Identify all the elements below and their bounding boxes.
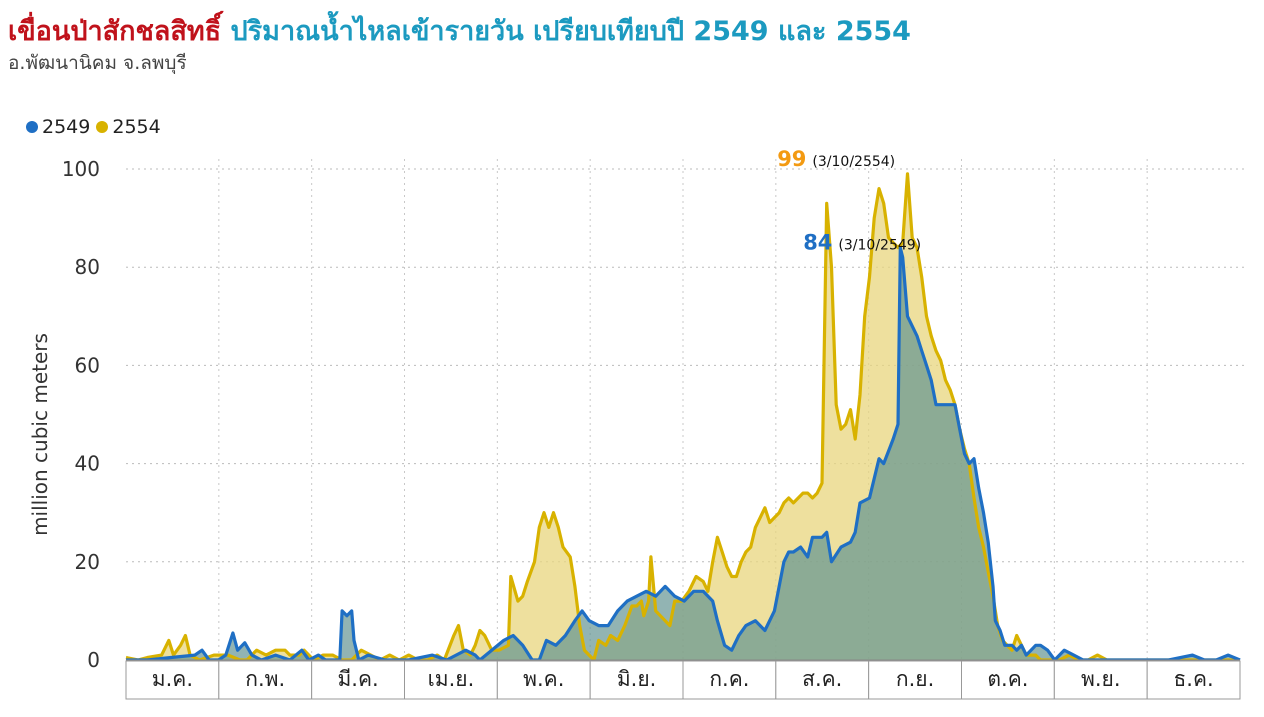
month-cell-10 xyxy=(961,660,1055,700)
chart-title: เขื่อนป่าสักชลสิทธิ์ ปริมาณน้ำไหลเข้าราย… xyxy=(8,14,911,50)
area-2549-tint xyxy=(126,247,1240,660)
chart-subtitle: อ.พัฒนานิคม จ.ลพบุรี xyxy=(8,52,187,74)
y-axis-label: million cubic meters xyxy=(28,333,52,536)
month-label-3: มี.ค. xyxy=(337,667,378,691)
legend-item-2549: 2549 xyxy=(26,116,90,138)
month-cell-11 xyxy=(1053,660,1148,700)
title-dam-name: เขื่อนป่าสักชลสิทธิ์ xyxy=(8,16,222,47)
chart-legend: 2549 2554 xyxy=(26,116,167,138)
y-tick-label-60: 60 xyxy=(75,353,100,377)
month-label-7: ก.ค. xyxy=(709,667,749,691)
month-label-10: ต.ค. xyxy=(987,667,1028,691)
legend-swatch-2554 xyxy=(96,121,109,133)
peak-date-2549: (3/10/2549) xyxy=(838,238,921,254)
peak-annotation-2554: 99 (3/10/2554) xyxy=(777,147,895,171)
line-2554 xyxy=(125,172,1240,662)
y-tick-label-80: 80 xyxy=(75,255,100,279)
y-tick-label-0: 0 xyxy=(87,648,100,672)
line-2549 xyxy=(126,246,1241,662)
title-description: ปริมาณน้ำไหลเข้ารายวัน เปรียบเทียบปี 254… xyxy=(230,16,911,47)
month-cell-1 xyxy=(125,660,220,700)
month-cell-7 xyxy=(682,660,777,700)
peak-annotation-2549: 84 (3/10/2549) xyxy=(803,231,921,255)
area-2549 xyxy=(126,247,1240,660)
month-label-8: ส.ค. xyxy=(802,667,842,691)
axes: 0 20 40 60 80 100 million cubic meters ม.ค. ก.พ.… xyxy=(28,157,1241,700)
y-tick-label-20: 20 xyxy=(75,550,100,574)
peak-annotations: 99 (3/10/2554) 84 (3/10/2549) xyxy=(777,147,921,255)
month-cell-6 xyxy=(589,660,684,700)
legend-item-2554: 2554 xyxy=(96,116,161,138)
month-cell-4 xyxy=(404,660,498,700)
series-areas xyxy=(126,173,1240,660)
month-label-2: ก.พ. xyxy=(245,667,285,691)
peak-value-2549: 84 xyxy=(803,231,832,255)
y-tick-label-40: 40 xyxy=(75,452,100,476)
y-tick-label-100: 100 xyxy=(62,157,100,181)
month-label-1: ม.ค. xyxy=(152,667,193,691)
month-cell-12 xyxy=(1146,660,1241,700)
month-label-5: พ.ค. xyxy=(523,667,564,691)
month-label-9: ก.ย. xyxy=(896,667,934,691)
month-cell-5 xyxy=(496,660,591,700)
area-2554 xyxy=(126,173,1240,660)
peak-value-2554: 99 xyxy=(777,147,806,171)
month-cell-8 xyxy=(775,660,870,700)
peak-date-2554: (3/10/2554) xyxy=(812,154,895,170)
chart-header: เขื่อนป่าสักชลสิทธิ์ ปริมาณน้ำไหลเข้าราย… xyxy=(8,14,911,76)
series-lines xyxy=(125,172,1241,662)
month-label-6: มิ.ย. xyxy=(617,667,657,691)
legend-swatch-2549 xyxy=(26,121,38,133)
month-cell-3 xyxy=(311,660,405,700)
month-label-4: เม.ย. xyxy=(428,667,475,691)
month-label-12: ธ.ค. xyxy=(1173,667,1213,691)
legend-label-2554: 2554 xyxy=(112,116,161,138)
month-label-11: พ.ย. xyxy=(1081,667,1121,691)
month-cell-2 xyxy=(218,660,313,700)
legend-label-2549: 2549 xyxy=(42,116,91,138)
grid-lines xyxy=(126,159,1248,660)
